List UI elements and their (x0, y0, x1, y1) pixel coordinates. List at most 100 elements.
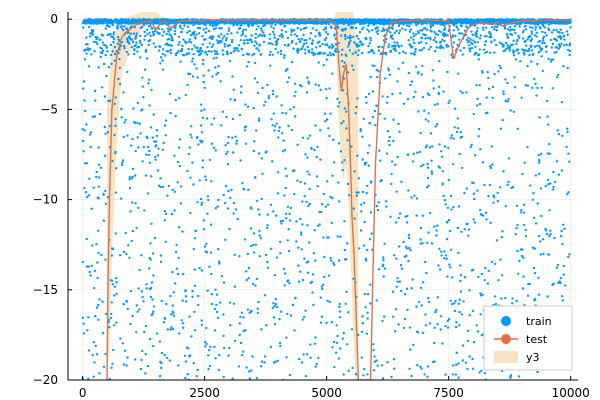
train-point (529, 44, 533, 47)
train-point (483, 183, 486, 187)
train-point (113, 102, 117, 106)
train-point (514, 31, 517, 35)
train-point (461, 344, 465, 347)
train-point (247, 53, 251, 56)
train-point (305, 200, 308, 204)
train-point (485, 218, 488, 221)
train-point (126, 134, 129, 137)
train-point (531, 198, 535, 201)
train-point (262, 104, 266, 107)
train-point (475, 32, 478, 35)
train-point (299, 231, 303, 234)
train-point (555, 28, 558, 32)
train-point (434, 33, 438, 36)
train-point (190, 125, 193, 128)
train-point (391, 34, 394, 37)
train-point (344, 33, 347, 37)
train-point (561, 295, 564, 298)
train-point (116, 42, 120, 45)
train-point (491, 85, 495, 89)
train-point (122, 91, 125, 94)
train-point (548, 152, 551, 155)
train-point (203, 86, 206, 90)
train-point (326, 33, 329, 36)
train-point (200, 103, 203, 106)
train-point (251, 54, 254, 57)
train-point (518, 259, 521, 263)
train-point (399, 264, 403, 267)
train-point (539, 46, 542, 49)
train-point (276, 192, 280, 195)
train-point (308, 37, 312, 40)
train-point (353, 41, 356, 44)
train-point (420, 304, 423, 307)
train-point (215, 303, 218, 307)
train-point (151, 30, 155, 34)
train-point (311, 48, 314, 51)
train-point (432, 79, 435, 82)
train-point (179, 202, 183, 205)
train-point (365, 161, 368, 165)
train-point (559, 45, 562, 48)
train-point (329, 112, 332, 115)
train-point (257, 152, 261, 155)
train-point (341, 161, 344, 164)
train-point (137, 146, 140, 149)
train-point (287, 249, 291, 253)
train-point (324, 27, 327, 30)
train-point (135, 331, 138, 334)
train-point (114, 276, 118, 280)
train-point (93, 286, 96, 290)
train-point (448, 99, 451, 102)
train-point (192, 247, 195, 251)
train-point (265, 150, 268, 153)
train-point (349, 36, 353, 39)
train-point (455, 363, 458, 366)
train-point (251, 355, 254, 358)
train-point (399, 92, 402, 95)
train-point (444, 34, 447, 37)
train-point (240, 34, 243, 37)
train-point (382, 259, 385, 262)
train-point (333, 33, 336, 36)
train-point (83, 58, 87, 61)
train-point (567, 48, 570, 52)
train-point (510, 28, 514, 31)
train-point (457, 205, 461, 208)
train-point (345, 110, 348, 113)
train-point (81, 260, 85, 264)
train-point (366, 184, 369, 188)
train-point (89, 145, 92, 149)
train-point (170, 36, 173, 39)
train-point (198, 266, 201, 270)
train-point (275, 42, 279, 45)
train-point (85, 237, 88, 241)
train-point (425, 144, 428, 147)
train-point (443, 250, 446, 253)
train-point (186, 25, 190, 28)
train-point (275, 122, 278, 125)
train-point (369, 283, 372, 286)
train-point (382, 263, 385, 266)
train-point (168, 359, 172, 362)
train-point (271, 93, 275, 96)
train-point (386, 130, 390, 133)
train-point (163, 210, 167, 213)
train-point (351, 366, 354, 370)
train-point (163, 354, 166, 357)
train-point (524, 49, 527, 52)
train-point (86, 43, 89, 46)
train-point (290, 33, 293, 36)
train-point (360, 210, 363, 213)
train-point (210, 272, 213, 276)
train-point (484, 51, 487, 54)
train-point (248, 377, 252, 380)
train-point (564, 284, 567, 287)
train-point (273, 125, 277, 128)
train-point (501, 118, 504, 122)
train-point (159, 254, 163, 257)
train-point (412, 38, 415, 41)
train-point (405, 254, 408, 257)
train-point (152, 32, 156, 36)
train-point (544, 185, 547, 188)
